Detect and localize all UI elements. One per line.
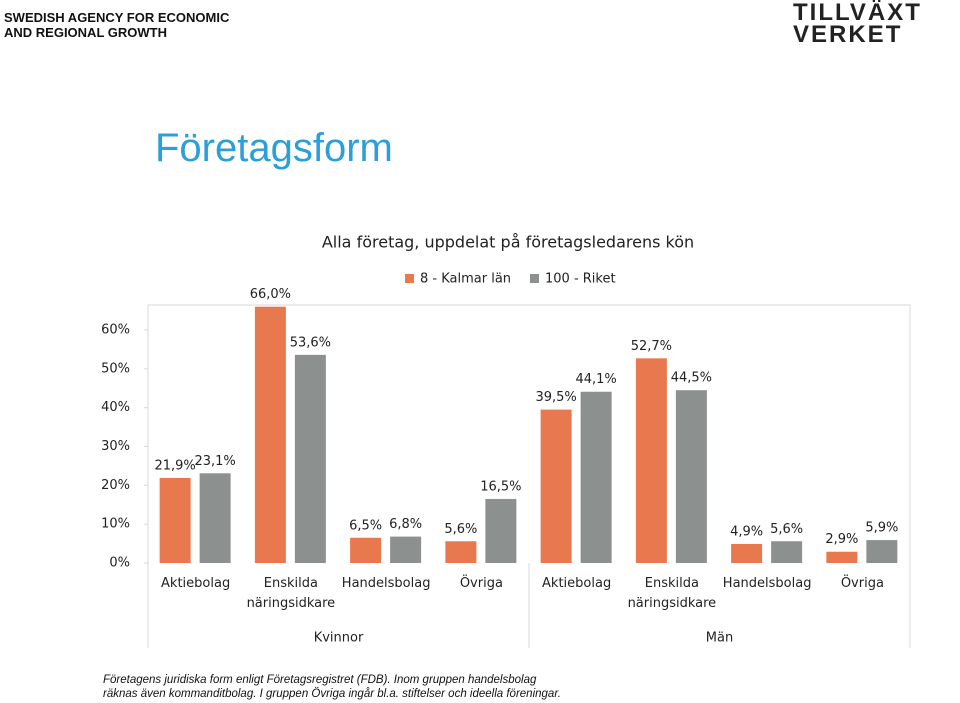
agency-name: SWEDISH AGENCY FOR ECONOMIC AND REGIONAL… [4,10,230,40]
data-label: 52,7% [631,339,672,354]
data-label: 44,1% [575,372,616,387]
footnote: Företagens juridiska form enligt Företag… [103,674,561,700]
data-label: 6,5% [349,518,382,533]
bar [485,498,517,563]
bar [445,541,477,563]
bar [350,537,382,563]
data-label: 21,9% [154,458,195,473]
bar [635,358,667,563]
group-label: Kvinnor [314,631,364,646]
data-label: 5,6% [770,522,803,537]
x-tick-label: Handelsbolag [722,576,812,591]
data-label: 2,9% [825,532,858,547]
y-tick-label: 20% [101,478,130,493]
logo-line: TILLVÄXT [793,0,922,26]
bar [540,409,572,563]
chart-title: Alla företag, uppdelat på företagsledare… [322,233,694,252]
data-label: 16,5% [480,479,521,494]
data-label: 53,6% [290,335,331,350]
bar [294,354,326,563]
y-tick-label: 40% [101,400,130,415]
slide-title: Företagsform [155,126,393,170]
bar [254,306,286,563]
x-tick-label: Enskilda näringsidkare [627,576,717,611]
y-tick-label: 10% [101,517,130,532]
data-label: 6,8% [389,517,422,532]
x-tick-label: Övriga [840,576,884,591]
bar [390,536,422,563]
y-tick-label: 50% [101,361,130,376]
data-label: 5,6% [444,522,477,537]
x-tick-label: Enskilda näringsidkare [246,576,336,611]
data-label: 4,9% [730,524,763,539]
bar [771,541,803,563]
y-tick-label: 0% [109,556,130,571]
y-tick-label: 60% [101,323,130,338]
bar [826,551,858,563]
data-label: 39,5% [535,390,576,405]
y-tick-label: 30% [101,439,130,454]
legend-label: 100 - Riket [545,272,616,287]
x-tick-label: Aktiebolag [161,576,231,591]
x-tick-label: Övriga [459,576,503,591]
legend-swatch [530,274,539,283]
logo: TILLVÄXT VERKET [793,0,922,48]
legend-label: 8 - Kalmar län [420,272,511,287]
legend-swatch [405,274,414,283]
data-label: 44,5% [671,371,712,386]
bar [199,473,231,563]
data-label: 5,9% [865,521,898,536]
x-tick-label: Handelsbolag [341,576,431,591]
data-label: 23,1% [194,454,235,469]
bar [580,391,612,563]
bar [159,477,191,563]
bar [675,390,707,563]
bar [866,540,898,563]
bar [731,543,763,563]
group-label: Män [706,631,733,646]
x-tick-label: Aktiebolag [542,576,612,591]
logo-line: VERKET [793,21,903,48]
data-label: 66,0% [250,287,291,302]
